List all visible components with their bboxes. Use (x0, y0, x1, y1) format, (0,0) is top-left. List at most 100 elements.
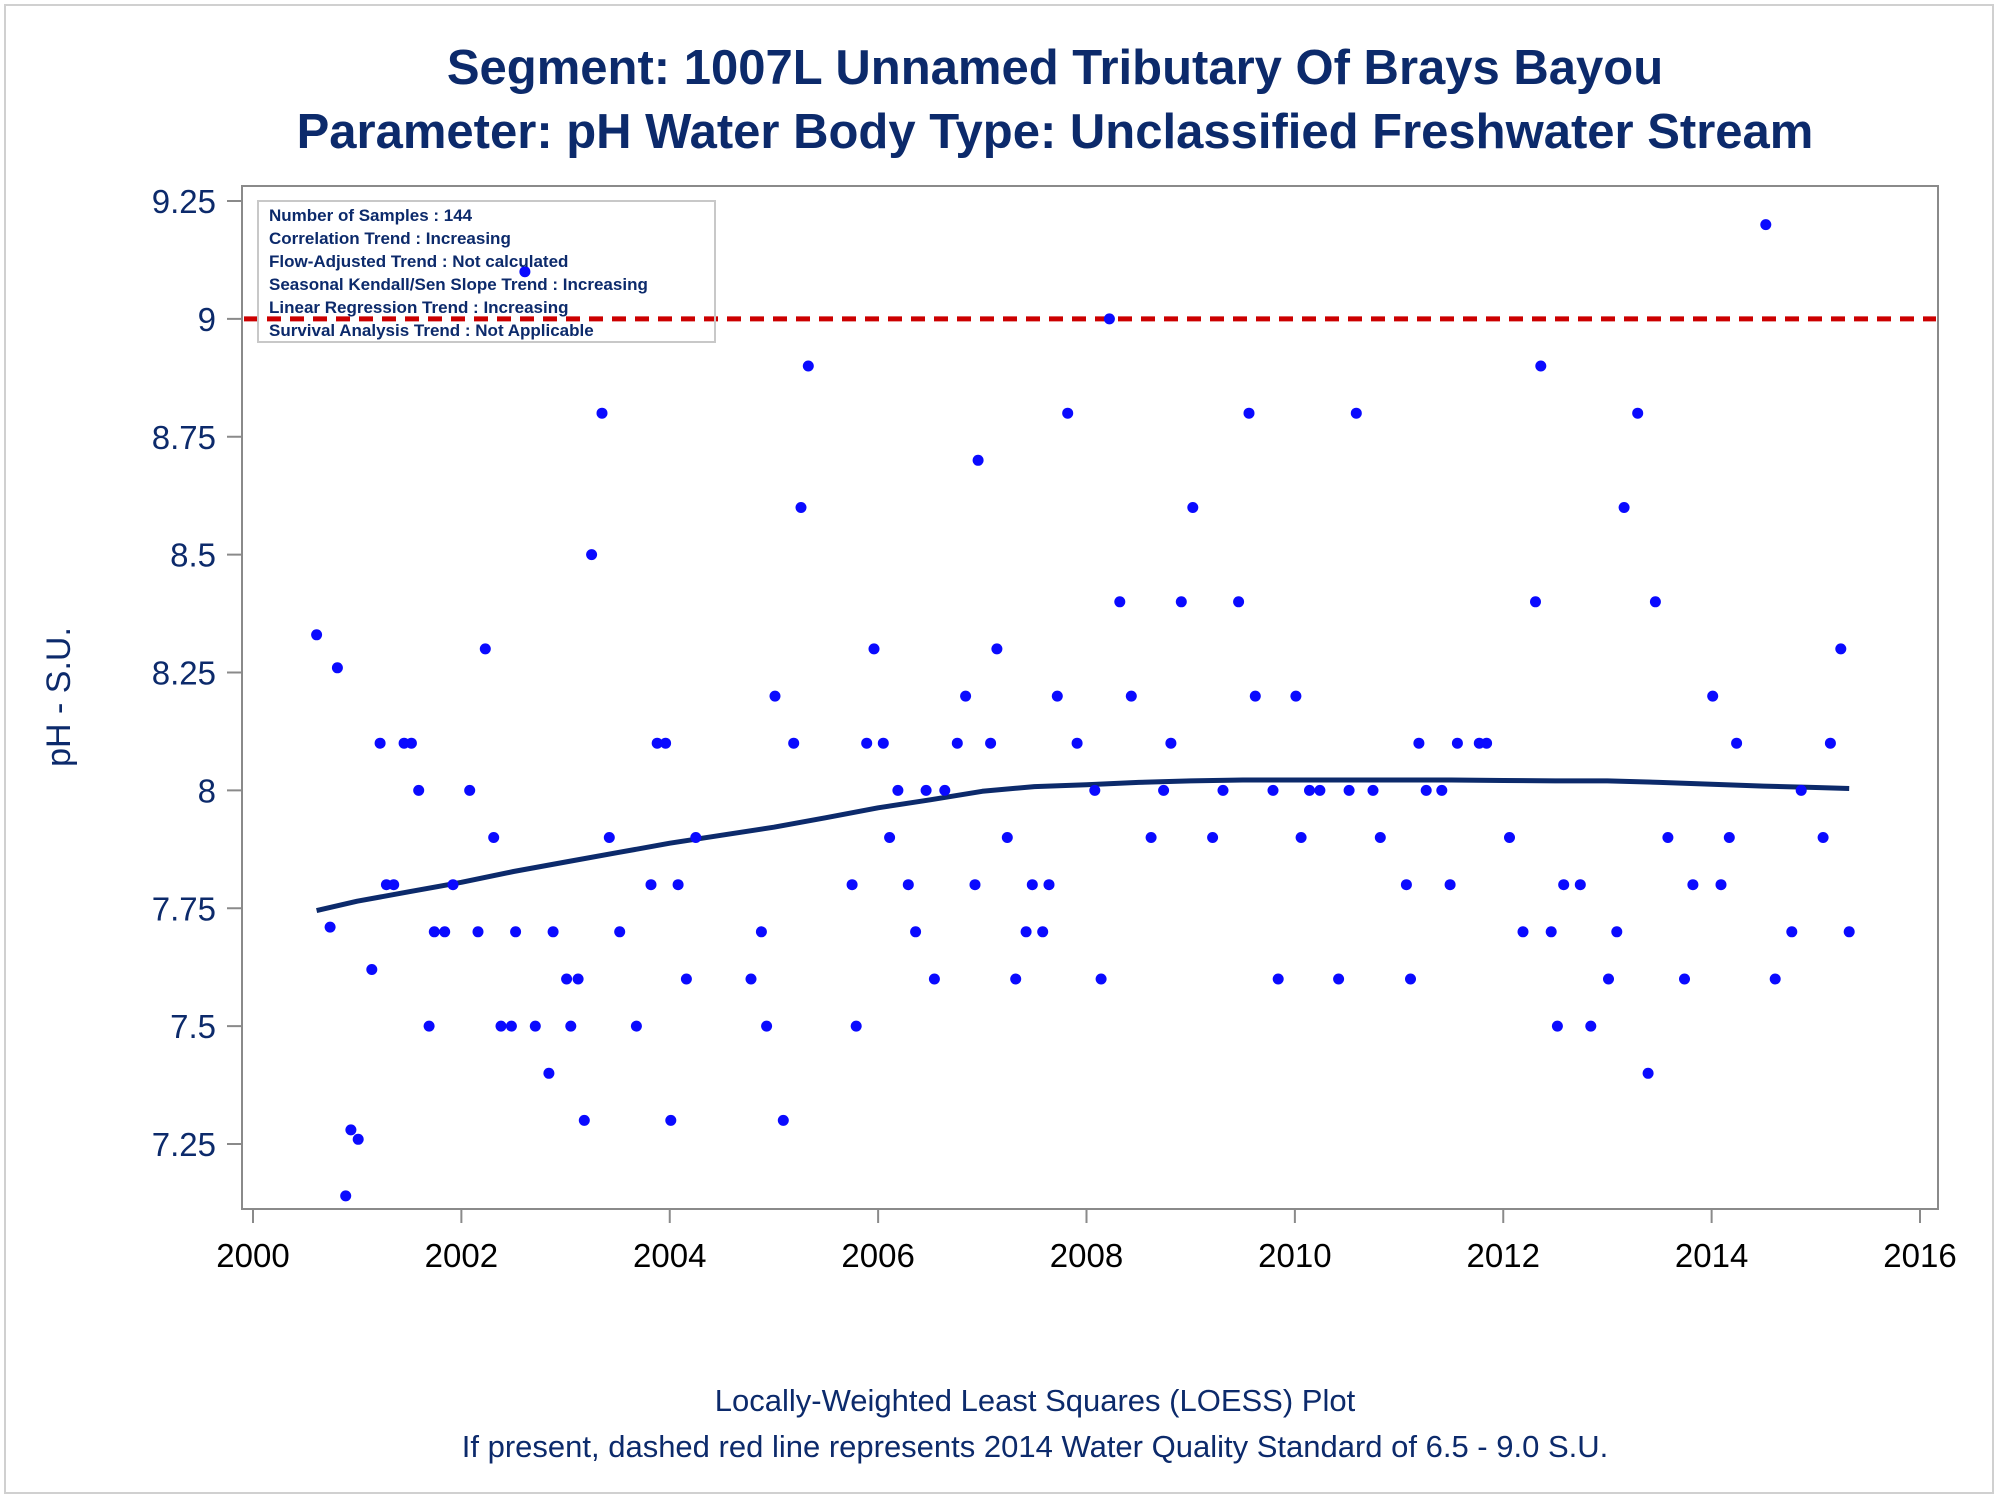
data-point (1290, 690, 1302, 702)
data-point (1824, 737, 1836, 749)
data-point (1062, 407, 1074, 419)
y-tick-label: 9.25 (152, 183, 216, 220)
x-tick-label: 2008 (1050, 1237, 1123, 1274)
inset-line: Survival Analysis Trend : Not Applicable (269, 321, 594, 340)
data-point (660, 737, 672, 749)
data-point (439, 926, 451, 938)
data-point (1618, 502, 1630, 513)
y-tick-label: 8 (198, 772, 216, 809)
data-point (1436, 784, 1448, 796)
data-point (1687, 879, 1699, 891)
data-point (488, 832, 500, 843)
data-point (510, 926, 522, 938)
data-point (603, 832, 615, 843)
data-point (802, 360, 814, 372)
data-point (672, 879, 684, 891)
data-point (1233, 596, 1245, 608)
y-axis: 7.25 7.5 7.75 8 8.25 8.5 8.75 9 9.25 (152, 183, 242, 1163)
chart-title: Segment: 1007L Unnamed Tributary Of Bray… (446, 41, 1664, 95)
x-tick-label: 2016 (1883, 1237, 1956, 1274)
data-point (1175, 596, 1187, 608)
data-point (366, 964, 378, 975)
data-point (1010, 973, 1022, 985)
data-point (1001, 832, 1013, 843)
data-point (1304, 784, 1315, 796)
data-point (1574, 879, 1586, 891)
data-point (596, 407, 608, 419)
data-point (795, 502, 807, 513)
data-point (1642, 1067, 1654, 1079)
data-point (586, 549, 598, 561)
data-point (630, 1020, 642, 1032)
data-point (1145, 832, 1157, 843)
data-point (1843, 926, 1855, 938)
data-point (939, 784, 951, 796)
data-point (464, 784, 476, 796)
data-point (1026, 879, 1038, 891)
y-tick-label: 8.75 (152, 419, 216, 456)
data-point (1114, 596, 1126, 608)
data-point (1707, 690, 1719, 702)
data-point (1504, 832, 1515, 843)
data-point (1020, 926, 1032, 938)
plot-area (241, 185, 1939, 1210)
data-point (861, 737, 873, 749)
data-point (1343, 784, 1355, 796)
inset-line: Flow-Adjusted Trend : Not calculated (269, 252, 568, 271)
y-tick-label: 7.5 (170, 1008, 216, 1045)
data-point (565, 1020, 577, 1032)
inset-line: Linear Regression Trend : Increasing (269, 298, 568, 317)
data-point (1267, 784, 1279, 796)
data-point (519, 266, 531, 278)
data-point (423, 1020, 435, 1032)
data-point (1481, 737, 1493, 749)
data-point (892, 784, 904, 796)
stats-inset-box (257, 200, 716, 343)
data-point (1760, 219, 1772, 231)
data-point (1350, 407, 1362, 419)
data-point (529, 1020, 541, 1032)
data-point (1043, 879, 1055, 891)
footnote-method: Locally-Weighted Least Squares (LOESS) P… (714, 1383, 1356, 1418)
data-point (761, 1020, 773, 1032)
data-point (1400, 879, 1412, 891)
data-point (1187, 502, 1199, 513)
data-point (1817, 832, 1829, 843)
data-point (1558, 879, 1570, 891)
stats-inset: Number of Samples : 144 Correlation Tren… (257, 200, 716, 343)
y-tick-label: 8.25 (152, 655, 216, 692)
footnote-standard: If present, dashed red line represents 2… (461, 1429, 1609, 1464)
data-point (1632, 407, 1644, 419)
data-point (680, 973, 692, 985)
data-point (1530, 596, 1541, 608)
x-tick-label: 2010 (1258, 1237, 1331, 1274)
data-point (405, 737, 417, 749)
data-point (969, 879, 981, 891)
data-point (902, 879, 914, 891)
data-point (1611, 926, 1623, 938)
data-point (1731, 737, 1743, 749)
chart-frame (4, 4, 1994, 1494)
inset-line: Seasonal Kendall/Sen Slope Trend : Incre… (269, 275, 648, 294)
data-point (505, 1020, 517, 1032)
data-point (645, 879, 657, 891)
data-point (1405, 973, 1416, 985)
data-point (340, 1190, 352, 1202)
data-point (1451, 737, 1463, 749)
data-point (1551, 1020, 1563, 1032)
data-point (920, 784, 932, 796)
data-point (991, 643, 1003, 655)
data-point (472, 926, 484, 938)
data-point (331, 662, 343, 674)
y-tick-label: 9 (198, 301, 216, 338)
data-point (972, 454, 984, 466)
data-point (1679, 973, 1690, 985)
sample-points (311, 219, 1855, 1202)
data-point (745, 973, 757, 985)
data-point (1649, 596, 1661, 608)
data-point (884, 832, 896, 843)
data-point (777, 1114, 789, 1126)
data-point (1786, 926, 1798, 938)
data-point (413, 784, 425, 796)
y-axis-label: pH - S.U. (40, 627, 78, 767)
